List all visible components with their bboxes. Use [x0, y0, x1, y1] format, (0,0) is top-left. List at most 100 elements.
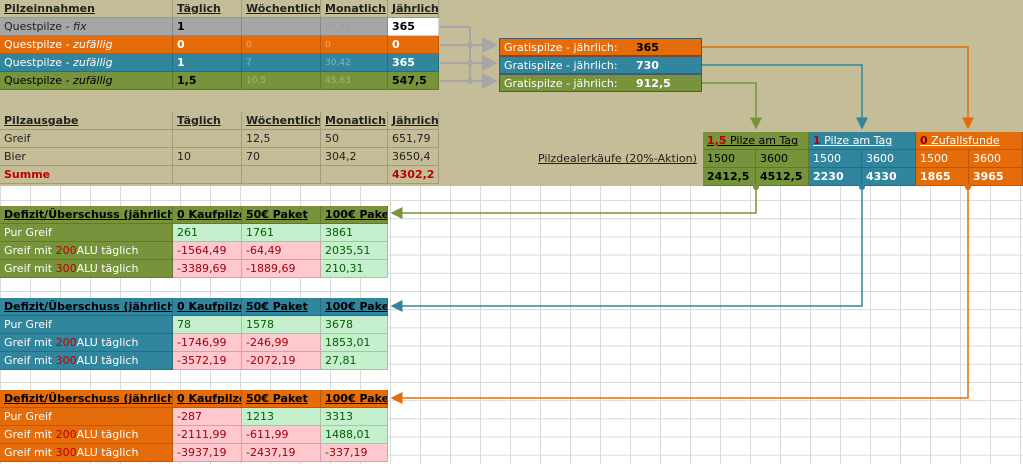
expenses-header-weekly[interactable]: Wöchentlich	[242, 112, 321, 130]
gratis-box[interactable]: Gratispilze - jährlich: 365	[499, 38, 702, 56]
deficit-cell[interactable]: -64,49	[242, 242, 321, 260]
gratis-box[interactable]: Gratispilze - jährlich: 730	[499, 56, 702, 74]
income-header-label[interactable]: Pilzeinnahmen	[0, 0, 173, 18]
dealer-value[interactable]: 4512,5	[756, 168, 809, 186]
deficit-cell[interactable]: 1213	[242, 408, 321, 426]
deficit-cell[interactable]: 1578	[242, 316, 321, 334]
deficit-cell[interactable]: -2072,19	[242, 352, 321, 370]
deficit-cell[interactable]: -337,19	[321, 444, 388, 462]
dealer-price[interactable]: 3600	[969, 150, 1023, 168]
expenses-header-monthly[interactable]: Monatlich	[321, 112, 388, 130]
deficit-cell[interactable]: -2437,19	[242, 444, 321, 462]
dealer-price[interactable]: 1500	[809, 150, 862, 168]
income-cell-monthly[interactable]: 0	[321, 36, 388, 54]
deficit-cell[interactable]: 27,81	[321, 352, 388, 370]
deficit-row-label[interactable]: Pur Greif	[0, 224, 173, 242]
income-cell-daily[interactable]: 1,5	[173, 72, 242, 90]
deficit-row-label[interactable]: Greif mit 300ALU täglich	[0, 444, 173, 462]
expenses-header-yearly[interactable]: Jährlich	[388, 112, 439, 130]
income-cell-yearly[interactable]: 365	[388, 54, 439, 72]
deficit-cell[interactable]: 261	[173, 224, 242, 242]
income-row-label[interactable]: Questpilze - zufällig	[0, 54, 173, 72]
income-cell-weekly[interactable]: 7	[242, 18, 321, 36]
deficit-cell[interactable]: 3678	[321, 316, 388, 334]
deficit-cell[interactable]: -1889,69	[242, 260, 321, 278]
dealer-group-title[interactable]: 1 Pilze am Tag	[809, 132, 916, 150]
deficit-header[interactable]: 100€ Paket	[321, 298, 388, 316]
dealer-price[interactable]: 3600	[756, 150, 809, 168]
expenses-sum-value[interactable]: 4302,2	[388, 166, 439, 184]
expenses-cell-daily[interactable]	[173, 130, 242, 148]
deficit-header[interactable]: 0 Kaufpilze	[173, 298, 242, 316]
deficit-row-label[interactable]: Greif mit 200ALU täglich	[0, 334, 173, 352]
dealer-label[interactable]: Pilzdealerkäufe (20%-Aktion)	[538, 152, 697, 165]
income-cell-monthly[interactable]: 45,63	[321, 72, 388, 90]
expenses-sum-label[interactable]: Summe	[0, 166, 173, 184]
dealer-value[interactable]: 2230	[809, 168, 862, 186]
deficit-cell[interactable]: 2035,51	[321, 242, 388, 260]
deficit-header[interactable]: 100€ Paket	[321, 390, 388, 408]
income-cell-daily[interactable]: 1	[173, 54, 242, 72]
expenses-cell-weekly[interactable]: 70	[242, 148, 321, 166]
income-header-daily[interactable]: Täglich	[173, 0, 242, 18]
deficit-cell[interactable]: 1853,01	[321, 334, 388, 352]
expenses-empty-cell[interactable]	[173, 166, 242, 184]
deficit-row-label[interactable]: Pur Greif	[0, 316, 173, 334]
income-cell-weekly[interactable]: 0	[242, 36, 321, 54]
deficit-header[interactable]: 0 Kaufpilze	[173, 390, 242, 408]
income-cell-monthly[interactable]: 30,42	[321, 18, 388, 36]
deficit-row-label[interactable]: Greif mit 300ALU täglich	[0, 352, 173, 370]
income-cell-yearly[interactable]: 365	[388, 18, 439, 36]
deficit-header-label[interactable]: Defizit/Überschuss (jährlich)	[0, 206, 173, 224]
income-header-monthly[interactable]: Monatlich	[321, 0, 388, 18]
income-cell-weekly[interactable]: 10,5	[242, 72, 321, 90]
dealer-group-title[interactable]: 0 Zufallsfunde	[916, 132, 1023, 150]
dealer-group-title[interactable]: 1,5 Pilze am Tag	[703, 132, 809, 150]
deficit-cell[interactable]: -2111,99	[173, 426, 242, 444]
income-header-weekly[interactable]: Wöchentlich	[242, 0, 321, 18]
gratis-box[interactable]: Gratispilze - jährlich: 912,5	[499, 74, 702, 92]
expenses-cell-yearly[interactable]: 3650,4	[388, 148, 439, 166]
deficit-row-label[interactable]: Greif mit 300ALU täglich	[0, 260, 173, 278]
deficit-header[interactable]: 50€ Paket	[242, 390, 321, 408]
deficit-cell[interactable]: 78	[173, 316, 242, 334]
expenses-cell-weekly[interactable]: 12,5	[242, 130, 321, 148]
deficit-cell[interactable]: -246,99	[242, 334, 321, 352]
dealer-value[interactable]: 3965	[969, 168, 1023, 186]
expenses-cell-daily[interactable]: 10	[173, 148, 242, 166]
deficit-row-label[interactable]: Greif mit 200ALU täglich	[0, 426, 173, 444]
income-cell-daily[interactable]: 0	[173, 36, 242, 54]
deficit-cell[interactable]: -611,99	[242, 426, 321, 444]
deficit-cell[interactable]: -1746,99	[173, 334, 242, 352]
deficit-cell[interactable]: 1488,01	[321, 426, 388, 444]
income-row-label[interactable]: Questpilze - fix	[0, 18, 173, 36]
dealer-value[interactable]: 4330	[862, 168, 916, 186]
dealer-price[interactable]: 1500	[916, 150, 969, 168]
expenses-header-daily[interactable]: Täglich	[173, 112, 242, 130]
deficit-header[interactable]: 50€ Paket	[242, 298, 321, 316]
deficit-cell[interactable]: 3313	[321, 408, 388, 426]
deficit-cell[interactable]: -3389,69	[173, 260, 242, 278]
income-header-yearly[interactable]: Jährlich	[388, 0, 439, 18]
dealer-price[interactable]: 3600	[862, 150, 916, 168]
deficit-header-label[interactable]: Defizit/Überschuss (jährlich)	[0, 390, 173, 408]
deficit-cell[interactable]: -287	[173, 408, 242, 426]
expenses-row-label[interactable]: Bier	[0, 148, 173, 166]
expenses-empty-cell[interactable]	[321, 166, 388, 184]
expenses-header-label[interactable]: Pilzausgabe	[0, 112, 173, 130]
deficit-header-label[interactable]: Defizit/Überschuss (jährlich)	[0, 298, 173, 316]
deficit-cell[interactable]: -3572,19	[173, 352, 242, 370]
income-row-label[interactable]: Questpilze - zufällig	[0, 72, 173, 90]
deficit-header[interactable]: 100€ Paket	[321, 206, 388, 224]
deficit-row-label[interactable]: Greif mit 200ALU täglich	[0, 242, 173, 260]
expenses-row-label[interactable]: Greif	[0, 130, 173, 148]
expenses-empty-cell[interactable]	[242, 166, 321, 184]
income-cell-daily[interactable]: 1	[173, 18, 242, 36]
income-cell-weekly[interactable]: 7	[242, 54, 321, 72]
dealer-value[interactable]: 2412,5	[703, 168, 756, 186]
deficit-row-label[interactable]: Pur Greif	[0, 408, 173, 426]
expenses-cell-yearly[interactable]: 651,79	[388, 130, 439, 148]
deficit-header[interactable]: 0 Kaufpilze	[173, 206, 242, 224]
deficit-cell[interactable]: 3861	[321, 224, 388, 242]
deficit-cell[interactable]: -1564,49	[173, 242, 242, 260]
